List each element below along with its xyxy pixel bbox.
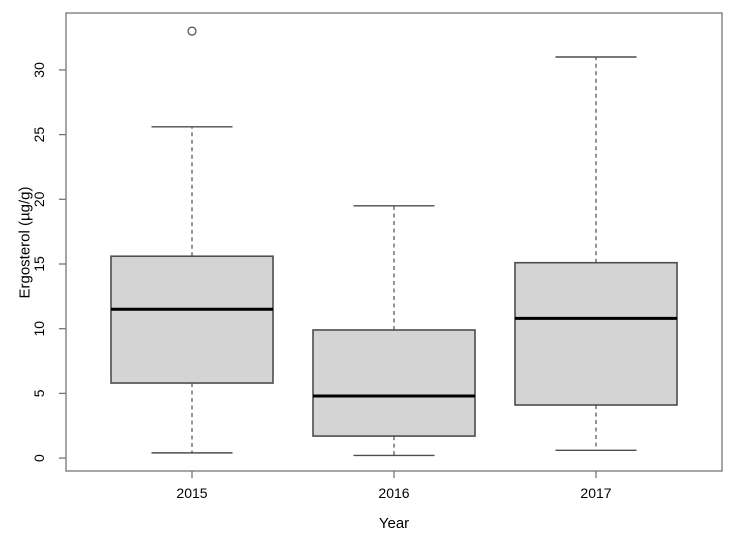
y-tick-label: 25 [31, 127, 47, 143]
y-tick-label: 30 [31, 62, 47, 78]
outlier-point [187, 26, 197, 36]
x-tick-label: 2015 [176, 485, 207, 501]
y-tick-label: 15 [31, 256, 47, 272]
x-tick-label: 2016 [378, 485, 409, 501]
iqr-box [110, 255, 274, 384]
boxplot-group-2015 [110, 26, 274, 454]
y-tick-label: 0 [31, 454, 47, 462]
x-tick-label: 2017 [580, 485, 611, 501]
boxplot-group-2016 [312, 205, 476, 457]
iqr-box [312, 329, 476, 437]
y-tick-label: 5 [31, 389, 47, 397]
y-tick-label: 20 [31, 191, 47, 207]
y-axis-label: Ergosterol (µg/g) [16, 186, 34, 299]
boxplot-group-2017 [514, 56, 678, 451]
y-tick-label: 10 [31, 321, 47, 337]
x-axis-label: Year [378, 515, 410, 532]
iqr-box [514, 261, 678, 406]
